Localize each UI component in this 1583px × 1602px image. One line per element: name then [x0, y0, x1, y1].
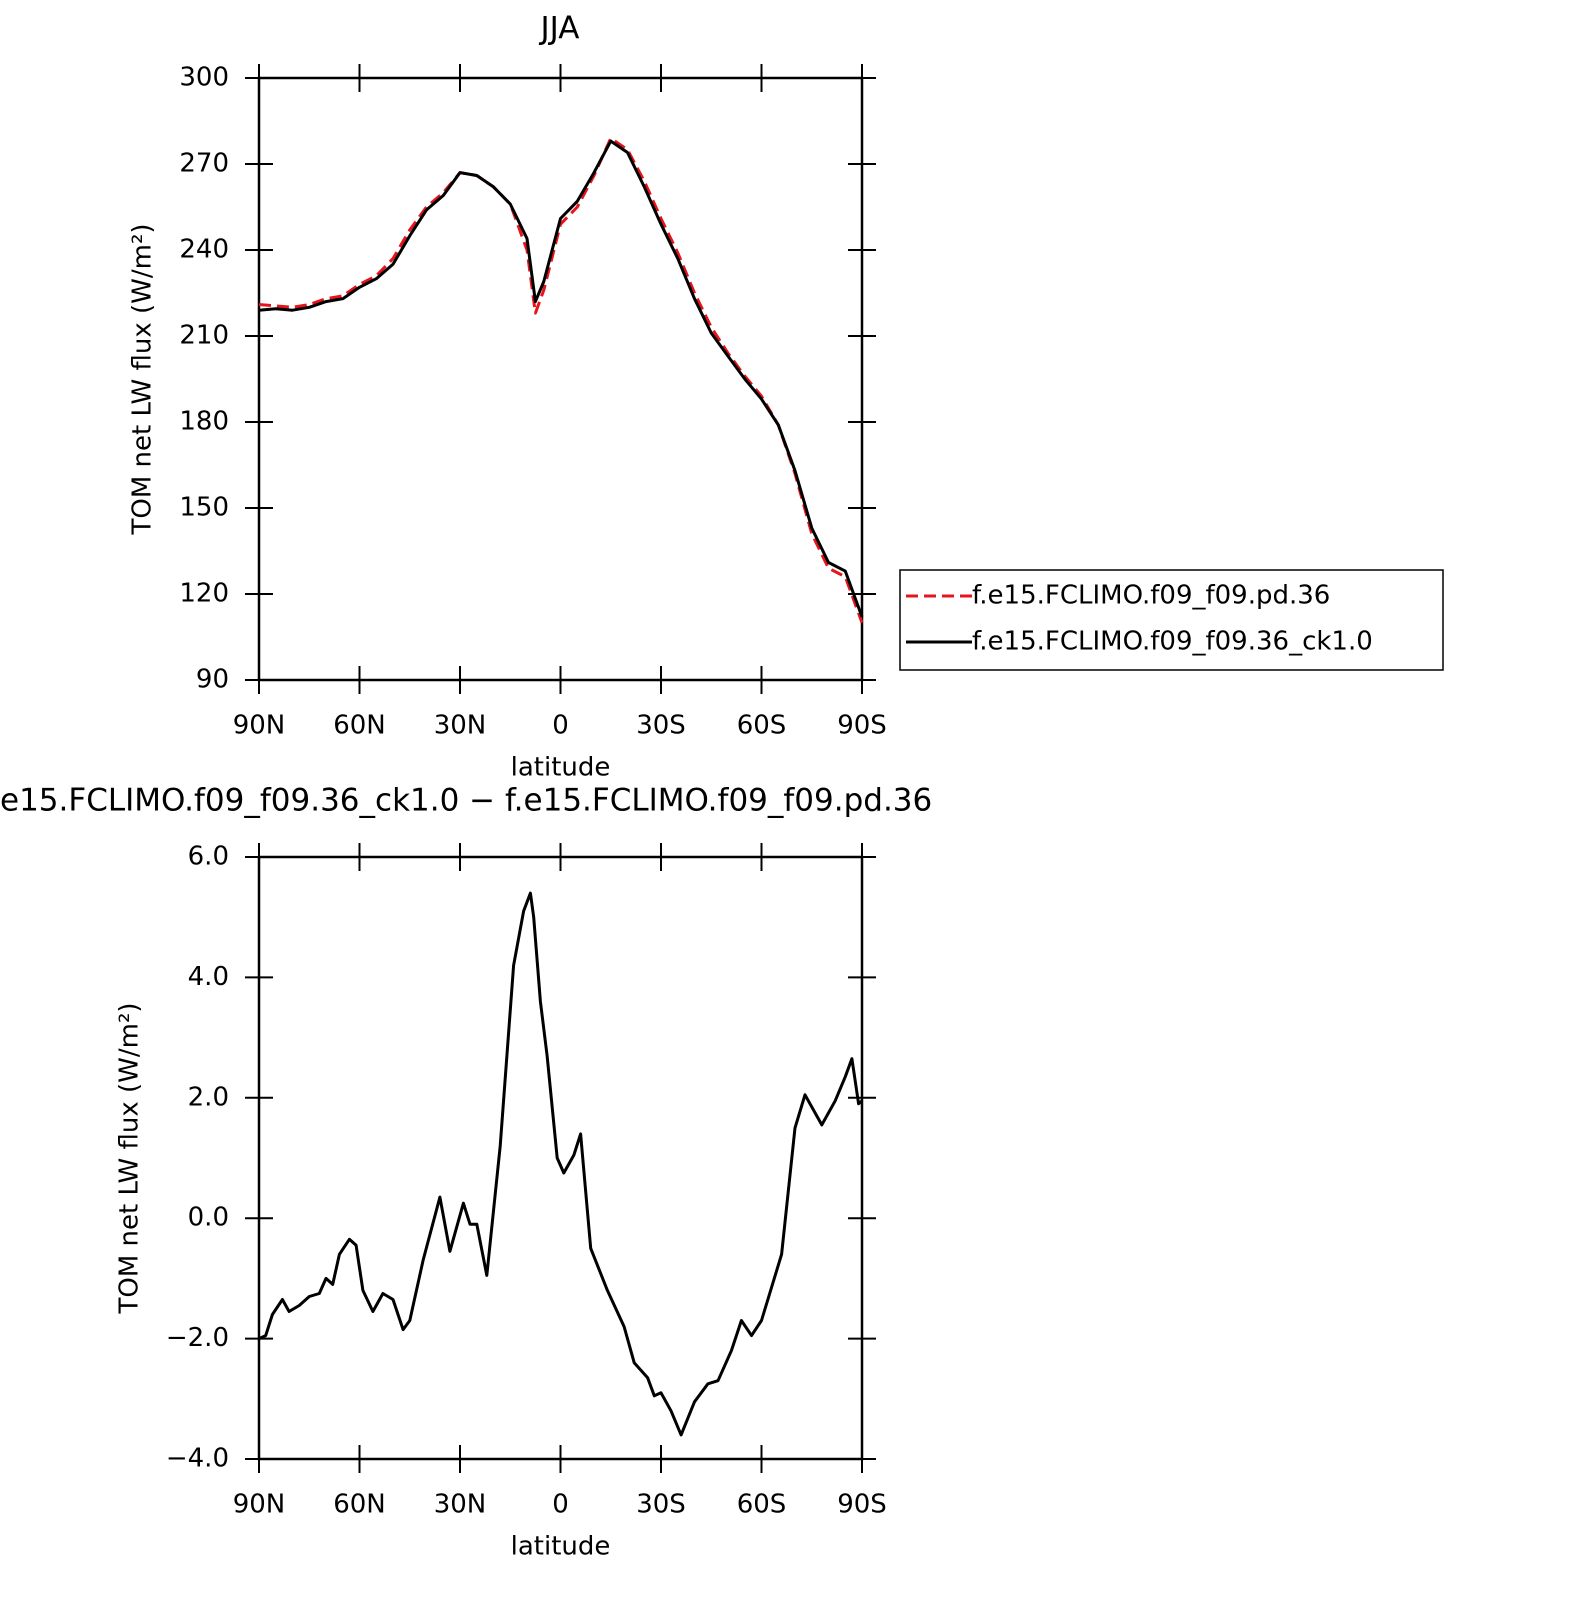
data-line	[258, 136, 864, 624]
legend-label: f.e15.FCLIMO.f09_f09.pd.36	[972, 581, 1330, 611]
y-tick-label: 4.0	[188, 962, 229, 992]
x-tick-label: 90N	[233, 711, 286, 741]
chart-title: e15.FCLIMO.f09_f09.36_ck1.0 − f.e15.FCLI…	[0, 783, 932, 819]
x-tick-label: 30S	[636, 1490, 686, 1520]
y-tick-label: 90	[196, 665, 229, 695]
x-tick-label: 30S	[636, 711, 686, 741]
x-tick-label: 60S	[737, 1490, 787, 1520]
x-tick-label: 60S	[737, 711, 787, 741]
x-tick-label: 0	[552, 711, 569, 741]
y-tick-label: −4.0	[166, 1444, 229, 1474]
y-tick-label: 300	[179, 63, 229, 93]
x-tick-label: 90N	[233, 1490, 286, 1520]
y-tick-label: 270	[179, 149, 229, 179]
x-tick-label: 0	[552, 1490, 569, 1520]
x-tick-label: 60N	[333, 1490, 386, 1520]
y-tick-label: 210	[179, 321, 229, 351]
chart-title: JJA	[539, 11, 580, 47]
y-axis-label: TOM net LW flux (W/m²)	[128, 223, 158, 535]
legend-label: f.e15.FCLIMO.f09_f09.36_ck1.0	[972, 627, 1373, 657]
x-tick-label: 30N	[434, 711, 487, 741]
x-tick-label: 60N	[333, 711, 386, 741]
x-tick-label: 90S	[837, 711, 887, 741]
plot-frame	[257, 76, 864, 682]
y-tick-label: 0.0	[188, 1203, 229, 1233]
y-tick-label: −2.0	[166, 1323, 229, 1353]
y-tick-label: 240	[179, 235, 229, 265]
legend-box	[899, 569, 1444, 671]
data-line	[258, 139, 864, 618]
x-axis-label: latitude	[511, 1532, 611, 1562]
x-tick-label: 90S	[837, 1490, 887, 1520]
y-axis-label: TOM net LW flux (W/m²)	[115, 1002, 145, 1314]
x-tick-label: 30N	[434, 1490, 487, 1520]
x-axis-label: latitude	[511, 753, 611, 783]
y-tick-label: 2.0	[188, 1082, 229, 1112]
y-tick-label: 180	[179, 407, 229, 437]
y-tick-label: 6.0	[188, 842, 229, 872]
y-tick-label: 120	[179, 579, 229, 609]
plot-frame	[257, 855, 864, 1461]
data-line	[258, 891, 863, 1437]
y-tick-label: 150	[179, 493, 229, 523]
